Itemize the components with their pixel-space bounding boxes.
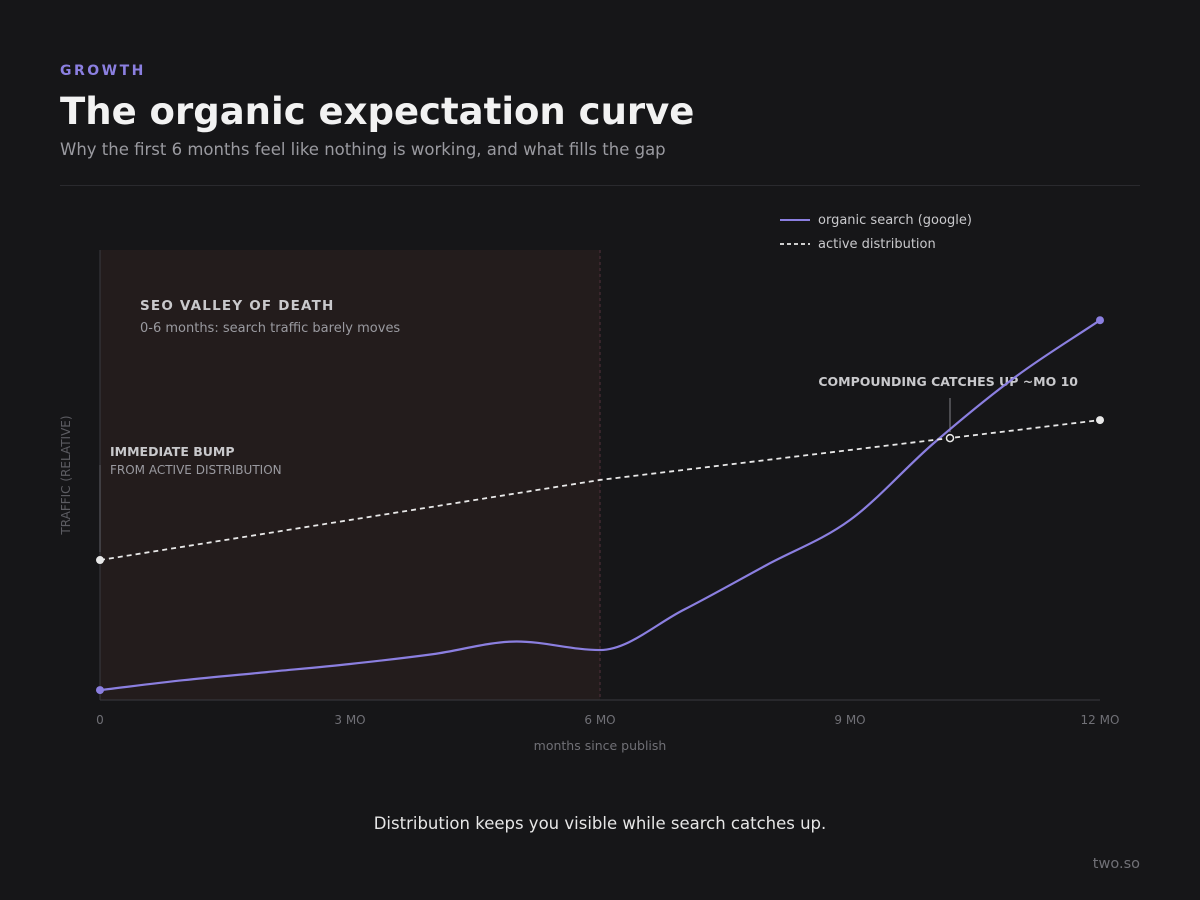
chart-legend: organic search (google) active distribut… xyxy=(780,213,972,252)
x-axis-label: months since publish xyxy=(534,738,667,753)
x-tick-label: 0 xyxy=(96,713,104,727)
series-endpoint-marker xyxy=(96,556,104,565)
x-tick-label: 9 MO xyxy=(834,713,865,727)
active-distribution-series-line xyxy=(99,419,1101,561)
series-endpoint-marker xyxy=(1096,416,1104,425)
x-tick-label: 6 MO xyxy=(584,713,615,727)
x-tick-label: 12 MO xyxy=(1081,713,1120,727)
bump-annotation-subtitle: FROM ACTIVE DISTRIBUTION xyxy=(110,463,282,477)
legend-label-distribution: active distribution xyxy=(818,237,936,252)
header-divider xyxy=(60,185,1140,186)
crossover-marker xyxy=(945,433,955,443)
series-endpoint-marker xyxy=(1096,316,1104,325)
valley-title: SEO VALLEY OF DEATH xyxy=(140,298,335,314)
brand-label: two.so xyxy=(1092,856,1140,872)
series-endpoint-marker xyxy=(96,686,104,695)
x-tick-label: 3 MO xyxy=(334,713,365,727)
valley-region xyxy=(100,250,600,700)
crossover-annotation: COMPOUNDING CATCHES UP ~MO 10 xyxy=(818,374,1078,389)
valley-subtitle: 0-6 months: search traffic barely moves xyxy=(140,321,400,336)
x-tick-labels: 0 3 MO 6 MO 9 MO 12 MO xyxy=(96,713,1119,727)
organic-search-series-line xyxy=(99,319,1101,692)
eyebrow-label: GROWTH xyxy=(60,63,146,79)
legend-label-organic: organic search (google) xyxy=(818,213,972,228)
series-endpoints xyxy=(96,316,1104,695)
bump-annotation-title: IMMEDIATE BUMP xyxy=(110,444,235,459)
y-axis-label: TRAFFIC (RELATIVE) xyxy=(59,415,73,535)
page-title: The organic expectation curve xyxy=(60,90,695,133)
chart-caption: Distribution keeps you visible while sea… xyxy=(373,814,827,833)
page-subtitle: Why the first 6 months feel like nothing… xyxy=(60,140,666,159)
